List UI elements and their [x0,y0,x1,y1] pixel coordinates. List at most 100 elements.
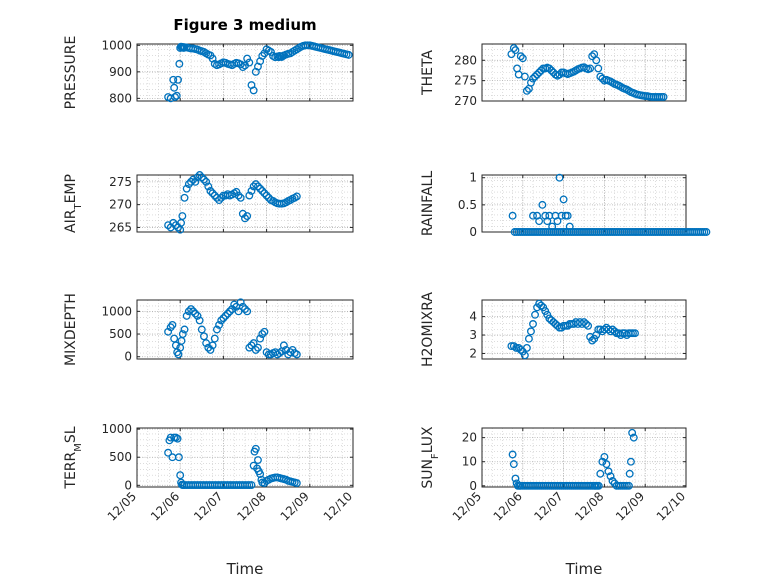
data-point [602,460,611,469]
data-point [535,217,544,226]
data-point [512,343,521,352]
data-point [245,58,254,67]
data-point [175,59,184,68]
data-point [206,345,215,354]
y-axis-label: TERRMSL [63,426,84,489]
data-point [292,192,301,201]
data-point [588,336,597,345]
data-point [555,173,564,182]
y-tick-label: 265 [109,220,132,234]
data-point [535,68,544,77]
data-point [625,469,634,478]
data-point [520,351,529,360]
data-point [277,53,286,61]
data-point [219,314,228,323]
y-tick-label: 0.5 [458,198,477,212]
x-tick-label: 12/08 [572,489,606,523]
data-point [166,323,175,332]
data-point [547,66,556,75]
y-tick-label: 275 [109,175,132,189]
data-point [173,434,182,443]
subplot-5: 0 500 1000 MIXDEPTH [63,293,354,366]
data-point [292,479,301,488]
data-point [529,74,537,83]
data-point [251,345,260,354]
y-axis-label: THETA [420,50,436,96]
data-point [189,175,198,184]
axes-box [481,299,687,360]
data-point [247,187,256,195]
data-point [243,307,252,316]
data-point [600,452,609,461]
y-tick-label: 275 [454,74,477,88]
data-point [236,298,245,307]
data-point [197,173,206,182]
data-point [628,428,637,437]
data-point [518,54,527,63]
axes-box [136,43,354,102]
series-points [508,173,711,236]
data-point [262,191,271,200]
data-point [189,307,198,316]
x-tick-label: 12/06 [148,489,182,523]
x-tick-label: 12/07 [191,489,225,523]
data-point [254,182,262,191]
data-point [241,214,249,223]
data-point [249,339,258,348]
data-point [527,327,535,336]
x-tick-label: 12/09 [613,489,647,523]
y-tick-label: 0 [124,350,132,364]
data-point [537,301,546,310]
axes-box [136,174,354,233]
data-point [598,457,607,466]
data-point [508,450,517,459]
x-tick-label: 12/10 [321,489,355,523]
y-axis-label: SUNFLUX [420,426,441,489]
grid [482,428,686,487]
data-point [520,72,529,81]
axes-box [481,174,687,233]
data-point [174,75,182,84]
data-point [202,177,211,186]
data-point [256,470,265,479]
y-axis-label: MIXDEPTH [63,293,79,366]
data-point [238,63,247,72]
axes-box [481,43,687,102]
data-point [553,217,562,226]
data-point [610,327,619,336]
series-points [164,171,301,234]
data-point [200,332,208,341]
y-tick-label: 20 [462,431,477,445]
y-tick-label: 800 [109,91,132,105]
y-tick-label: 2 [469,346,477,360]
data-point [509,44,518,53]
data-point [164,448,173,457]
data-point [596,469,605,478]
data-point [606,472,615,481]
y-axis-label: H2OMIXRA [420,292,436,367]
data-point [260,189,269,198]
x-tick-label: 12/09 [278,489,312,523]
data-point [221,311,230,320]
data-point [524,334,533,343]
x-tick-label: 12/05 [105,489,139,523]
data-point [171,433,180,442]
data-point [507,342,516,351]
y-tick-label: 0 [124,478,132,492]
subplot-3: 265 270 275 AIRTEMP [63,171,354,234]
data-point [180,325,189,334]
data-point [582,320,590,328]
y-axis-label: RAINFALL [420,171,436,236]
data-point [511,474,520,483]
y-tick-label: 270 [454,94,477,108]
data-point [531,72,539,81]
data-point [182,311,191,320]
grid [482,300,686,359]
data-point [256,334,265,343]
data-point [215,196,224,205]
data-point [182,184,191,193]
data-point [702,228,711,236]
data-point [584,321,593,330]
data-point [238,302,247,311]
